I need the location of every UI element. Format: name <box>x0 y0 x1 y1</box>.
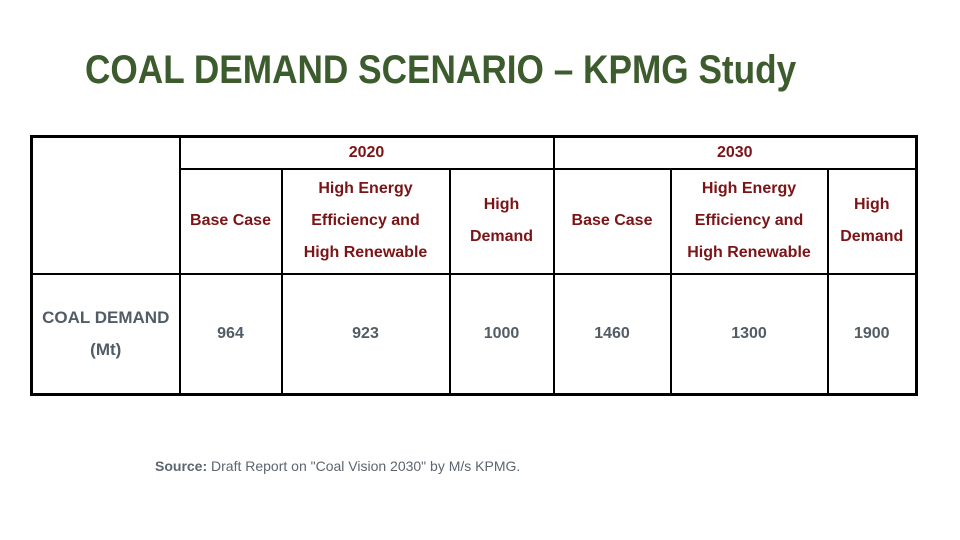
scenario-header-base-case-2030: Base Case <box>552 167 672 275</box>
value-cell-2020-high-demand: 1000 <box>448 272 555 396</box>
source-label: Source: <box>155 458 208 474</box>
scenario-header-high-demand-2030: High Demand <box>826 167 918 275</box>
value-cell-2030-high-demand: 1900 <box>826 272 918 396</box>
value-cell-2020-base-case: 964 <box>178 272 283 396</box>
source-text: Draft Report on "Coal Vision 2030" by M/… <box>207 458 521 474</box>
value-cell-2030-high-efficiency: 1300 <box>669 272 829 396</box>
year-header-row: 2020 2030 <box>30 135 918 275</box>
scenario-header-high-efficiency-2030: High Energy Efficiency and High Renewabl… <box>669 167 829 275</box>
source-note: Source: Draft Report on "Coal Vision 203… <box>155 458 520 474</box>
scenario-header-row: Base Case High Energy Efficiency and Hig… <box>32 167 918 275</box>
scenario-header-high-efficiency-2020: High Energy Efficiency and High Renewabl… <box>280 167 451 275</box>
scenario-header-base-case-2020: Base Case <box>178 167 283 275</box>
value-cell-2030-base-case: 1460 <box>552 272 672 396</box>
slide-title: COAL DEMAND SCENARIO – KPMG Study <box>85 48 797 92</box>
coal-demand-table: 2020 2030 Base Case High Energy Efficien… <box>30 135 918 396</box>
empty-corner-cell <box>30 135 181 275</box>
value-cell-2020-high-efficiency: 923 <box>280 272 451 396</box>
year-header-2030: 2030 <box>552 135 918 170</box>
year-header-2020: 2020 <box>178 135 555 170</box>
coal-demand-data-row: COAL DEMAND (Mt) 964 923 1000 1460 1300 … <box>30 272 918 396</box>
row-label-coal-demand-mt: COAL DEMAND (Mt) <box>30 272 181 396</box>
scenario-header-high-demand-2020: High Demand <box>448 167 555 275</box>
